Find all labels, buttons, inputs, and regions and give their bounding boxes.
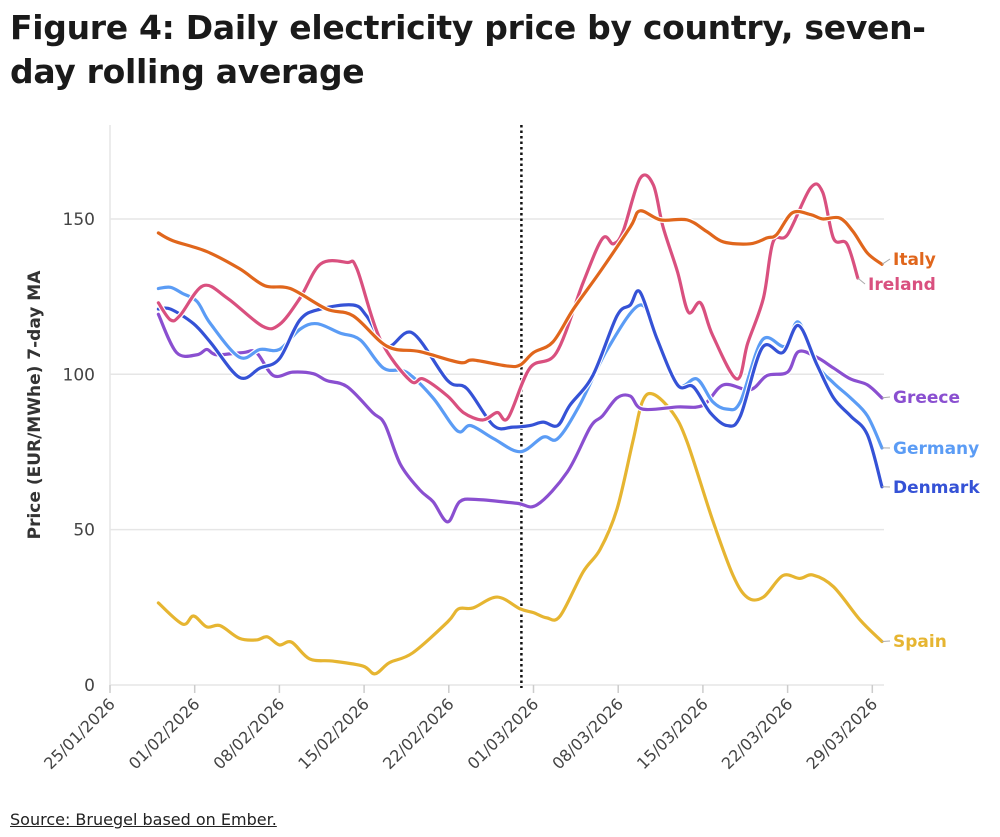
x-tick-label: 15/03/2026 bbox=[633, 694, 712, 773]
series-line-denmark bbox=[156, 289, 884, 489]
chart-title: Figure 4: Daily electricity price by cou… bbox=[10, 8, 926, 91]
series-line-italy bbox=[156, 209, 884, 369]
source-link[interactable]: Source: Bruegel based on Ember. bbox=[10, 810, 277, 829]
series-line-germany bbox=[156, 285, 884, 454]
series-label-italy: Italy bbox=[893, 250, 936, 270]
y-axis-label: Price (EUR/MWhe) 7-day MA bbox=[25, 270, 45, 540]
x-tick-label: 01/03/2026 bbox=[464, 694, 543, 773]
y-tick-label: 0 bbox=[84, 676, 95, 696]
y-tick-label: 150 bbox=[63, 210, 95, 230]
x-tick-label: 15/02/2026 bbox=[294, 694, 373, 773]
x-tick-label: 01/02/2026 bbox=[125, 694, 204, 773]
series-label-denmark: Denmark bbox=[893, 478, 980, 498]
label-connector-italy bbox=[881, 258, 891, 265]
y-tick-label: 50 bbox=[73, 521, 95, 541]
x-tick-label: 25/01/2026 bbox=[40, 694, 119, 773]
series-label-spain: Spain bbox=[893, 632, 947, 652]
series-label-greece: Greece bbox=[893, 388, 960, 408]
x-tick-label: 08/02/2026 bbox=[210, 694, 289, 773]
series-line-ireland bbox=[156, 173, 860, 422]
series-label-germany: Germany bbox=[893, 439, 979, 459]
series-line-spain bbox=[156, 391, 884, 676]
x-tick-label: 08/03/2026 bbox=[548, 694, 627, 773]
label-connector-greece bbox=[881, 396, 891, 399]
x-tick-label: 22/02/2026 bbox=[379, 694, 458, 773]
label-connector-ireland bbox=[857, 277, 866, 285]
x-tick-label: 29/03/2026 bbox=[802, 694, 881, 773]
x-tick-label: 22/03/2026 bbox=[718, 694, 797, 773]
series-label-ireland: Ireland bbox=[868, 275, 936, 295]
label-connector-spain bbox=[881, 640, 891, 643]
y-tick-label: 100 bbox=[63, 365, 95, 385]
